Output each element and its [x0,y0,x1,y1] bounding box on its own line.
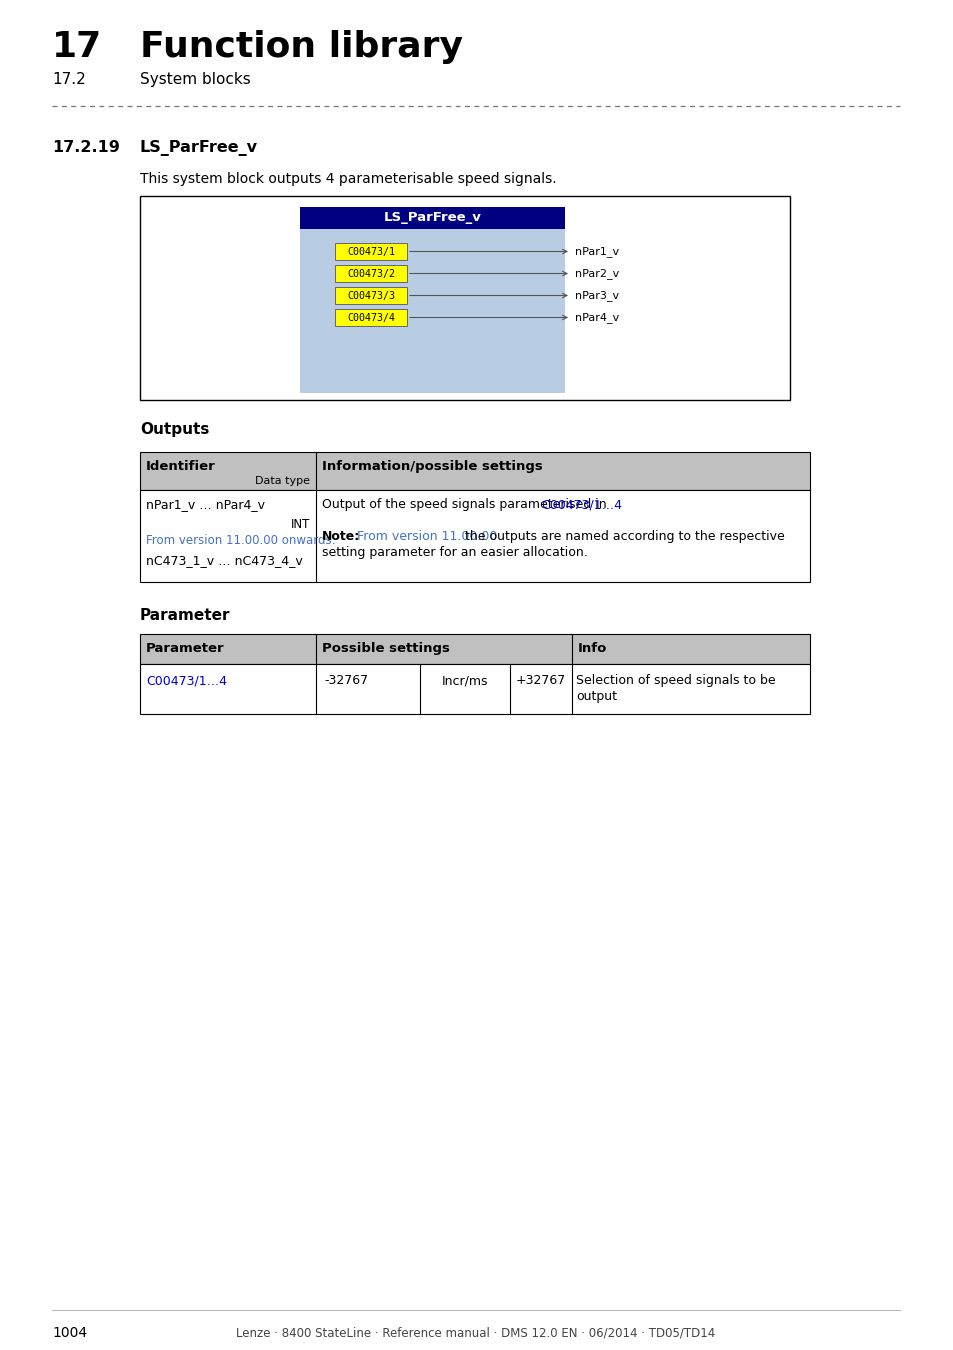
Text: INT: INT [291,518,310,531]
Bar [140,196,789,400]
Text: nPar1_v: nPar1_v [575,246,618,256]
Text: the outputs are named according to the respective: the outputs are named according to the r… [465,531,784,543]
Text: Information/possible settings: Information/possible settings [322,460,542,472]
Text: Function library: Function library [140,30,462,63]
Text: Note:: Note: [322,531,360,543]
Text: System blocks: System blocks [140,72,251,86]
Text: 1004: 1004 [52,1326,87,1341]
Text: -32767: -32767 [324,674,368,687]
Text: Info: Info [578,643,607,655]
Bar [335,243,407,261]
Text: C00473/1…4: C00473/1…4 [541,498,622,512]
Bar [140,452,809,490]
Text: 17.2.19: 17.2.19 [52,140,120,155]
Text: C00473/3: C00473/3 [347,290,395,301]
Bar [140,452,809,490]
Text: LS_ParFree_v: LS_ParFree_v [140,140,257,157]
Text: Lenze · 8400 StateLine · Reference manual · DMS 12.0 EN · 06/2014 · TD05/TD14: Lenze · 8400 StateLine · Reference manua… [236,1326,715,1339]
Text: LS_ParFree_v: LS_ParFree_v [383,212,481,224]
Bar [299,207,564,230]
Text: C00473/1: C00473/1 [347,247,395,256]
Text: 17: 17 [52,30,102,63]
Text: Incr/ms: Incr/ms [441,674,488,687]
Text: Data type: Data type [254,477,310,486]
Text: Parameter: Parameter [140,608,231,622]
Text: Identifier: Identifier [146,460,215,472]
Bar [140,634,809,664]
Text: C00473/1…4: C00473/1…4 [146,674,227,687]
Text: output: output [576,690,617,703]
Text: From version 11.00.00: From version 11.00.00 [353,531,501,543]
Text: C00473/2: C00473/2 [347,269,395,278]
Text: nPar2_v: nPar2_v [575,269,618,279]
Text: C00473/4: C00473/4 [347,312,395,323]
Text: 17.2: 17.2 [52,72,86,86]
Bar [335,309,407,325]
Text: nPar3_v: nPar3_v [575,290,618,301]
Text: Parameter: Parameter [146,643,224,655]
Text: +32767: +32767 [516,674,565,687]
Text: Outputs: Outputs [140,423,209,437]
Text: nC473_1_v … nC473_4_v: nC473_1_v … nC473_4_v [146,554,302,567]
Bar [299,207,564,393]
Text: Output of the speed signals parameterised in: Output of the speed signals parameterise… [322,498,610,512]
Text: From version 11.00.00 onwards:: From version 11.00.00 onwards: [146,535,335,547]
Text: Possible settings: Possible settings [322,643,450,655]
Bar [140,490,809,582]
Bar [140,664,809,714]
Bar [140,634,809,664]
Text: nPar4_v: nPar4_v [575,312,618,323]
Text: setting parameter for an easier allocation.: setting parameter for an easier allocati… [322,545,587,559]
Bar [335,288,407,304]
Text: This system block outputs 4 parameterisable speed signals.: This system block outputs 4 parameterisa… [140,171,556,186]
Text: Selection of speed signals to be: Selection of speed signals to be [576,674,775,687]
Bar [335,265,407,282]
Text: nPar1_v … nPar4_v: nPar1_v … nPar4_v [146,498,265,512]
